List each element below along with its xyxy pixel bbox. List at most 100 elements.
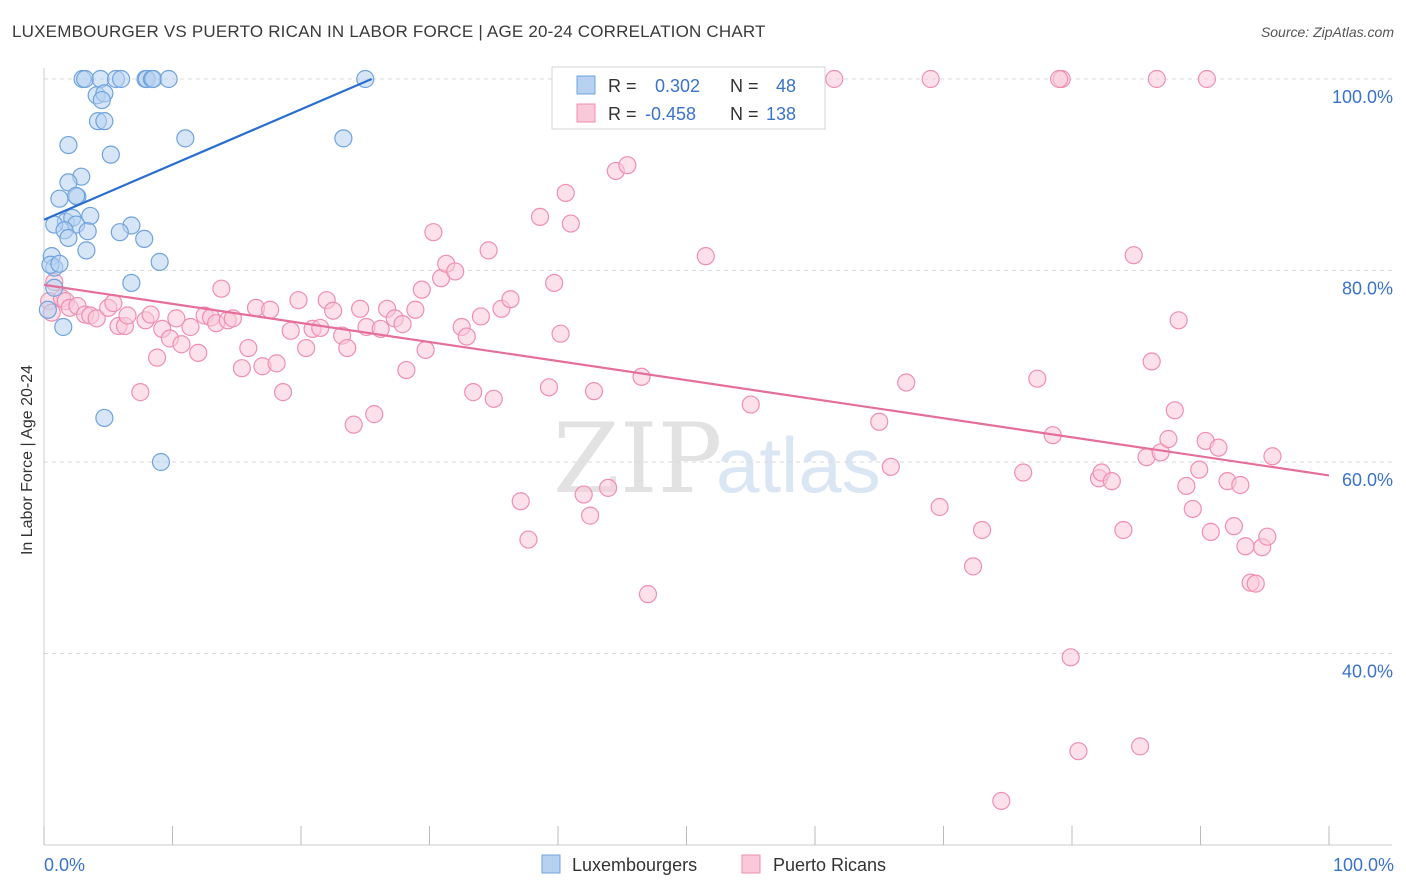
source-credit: Source: ZipAtlas.com (1260, 24, 1394, 40)
puerto-rican-point-64 (457, 327, 476, 346)
legend-r-value-1: 0.302 (655, 76, 700, 96)
puerto-rican-point-135 (1197, 69, 1217, 89)
luxembourger-point-23 (67, 186, 86, 205)
puerto-rican-point-131 (1258, 527, 1277, 546)
gridlines: 40.0% 60.0% 80.0% 100.0% (44, 78, 1393, 682)
puerto-rican-point-47 (344, 415, 363, 434)
x-tick-label-min: 0.0% (44, 855, 85, 875)
puerto-rican-point-58 (416, 340, 435, 360)
puerto-rican-point-55 (397, 360, 416, 380)
luxembourger-point-41 (150, 252, 169, 271)
puerto-rican-point-39 (289, 291, 308, 310)
puerto-rican-trend-line (43, 283, 1330, 477)
puerto-rican-point-94 (897, 373, 916, 392)
puerto-rican-point-77 (556, 183, 575, 203)
puerto-rican-point-40 (297, 338, 316, 358)
puerto-rican-point-72 (519, 530, 538, 549)
legend-r-value-2: -0.458 (645, 104, 696, 124)
axes (43, 68, 1392, 846)
luxembourger-point-44 (54, 317, 73, 337)
puerto-rican-point-32 (239, 338, 258, 358)
puerto-rican-point-18 (147, 348, 167, 367)
legend-n-value-2: 138 (766, 104, 796, 124)
luxembourger-point-36 (77, 241, 96, 260)
puerto-rican-point-14 (118, 306, 137, 325)
luxembourger-point-24 (50, 189, 69, 208)
legend-n-label-1: N = (730, 76, 759, 96)
luxembourger-point-43 (122, 273, 141, 293)
puerto-rican-point-113 (1142, 352, 1161, 371)
puerto-rican-point-71 (511, 492, 530, 511)
puerto-rican-point-68 (484, 389, 503, 408)
puerto-rican-point-120 (1190, 460, 1209, 479)
puerto-rican-point-48 (351, 299, 370, 318)
puerto-rican-point-73 (530, 207, 550, 226)
puerto-rican-point-24 (189, 343, 208, 362)
puerto-rican-point-79 (574, 485, 593, 504)
puerto-rican-point-90 (741, 395, 760, 414)
puerto-rican-point-119 (1183, 499, 1202, 519)
puerto-rican-point-96 (930, 497, 949, 517)
puerto-rican-point-100 (1014, 463, 1033, 482)
puerto-rican-point-23 (181, 317, 200, 337)
puerto-ricans-points (40, 69, 1282, 811)
puerto-rican-point-125 (1224, 517, 1244, 536)
puerto-rican-point-123 (1209, 438, 1228, 457)
axis-ticks (43, 826, 1330, 845)
luxembourger-point-19 (334, 129, 353, 148)
chart-title: LUXEMBOURGER VS PUERTO RICAN IN LABOR FO… (12, 22, 766, 41)
puerto-rican-point-108 (1102, 472, 1121, 491)
puerto-rican-point-110 (1124, 246, 1143, 265)
luxembourger-point-8 (144, 69, 163, 89)
puerto-rican-point-50 (365, 405, 384, 424)
puerto-rican-point-116 (1165, 401, 1184, 420)
puerto-rican-point-99 (992, 791, 1011, 811)
puerto-rican-point-85 (632, 367, 651, 386)
legend-swatch-pink (576, 103, 596, 123)
puerto-rican-point-133 (1050, 69, 1069, 89)
puerto-rican-point-111 (1131, 737, 1150, 756)
legend-n-value-1: 48 (776, 76, 796, 96)
puerto-rican-point-95 (921, 69, 940, 89)
puerto-rican-point-81 (584, 382, 604, 401)
puerto-rican-point-86 (638, 585, 658, 604)
puerto-rican-point-56 (406, 300, 425, 319)
luxembourger-point-17 (101, 145, 120, 164)
puerto-rican-point-38 (281, 321, 300, 340)
puerto-rican-point-93 (881, 457, 900, 476)
luxembourger-point-15 (95, 112, 114, 131)
legend-r-label-1: R = (608, 76, 637, 96)
watermark: ZIP atlas (553, 403, 881, 515)
legend-n-label-2: N = (730, 104, 759, 124)
bottom-legend-puerto-ricans: Puerto Ricans (773, 855, 886, 875)
puerto-rican-point-37 (273, 383, 293, 402)
puerto-rican-point-115 (1159, 429, 1178, 449)
stats-legend: R = 0.302 N = 48 R = -0.458 N = 138 (551, 66, 826, 130)
puerto-rican-point-62 (446, 262, 465, 281)
puerto-rican-point-91 (825, 69, 844, 89)
puerto-rican-point-104 (1061, 648, 1080, 667)
luxembourger-point-1 (76, 69, 95, 89)
y-tick-label-100: 100.0% (1332, 87, 1393, 107)
luxembourger-point-33 (110, 223, 129, 242)
puerto-rican-point-89 (696, 247, 715, 266)
puerto-rican-point-70 (501, 290, 520, 309)
luxembourger-point-16 (59, 135, 78, 155)
puerto-rican-point-59 (424, 223, 443, 242)
puerto-rican-point-82 (599, 478, 618, 497)
luxembourger-trend-line (43, 77, 373, 221)
y-tick-label-60: 60.0% (1342, 470, 1393, 490)
luxembourger-point-21 (59, 173, 78, 192)
puerto-rican-point-127 (1236, 537, 1255, 556)
puerto-rican-point-44 (324, 301, 343, 320)
bottom-legend: Luxembourgers Puerto Ricans (541, 854, 886, 875)
y-tick-label-80: 80.0% (1342, 279, 1393, 299)
puerto-rican-point-67 (479, 241, 498, 260)
puerto-rican-point-35 (261, 300, 280, 319)
puerto-rican-point-109 (1114, 520, 1133, 540)
bottom-legend-swatch-luxembourgers (541, 854, 561, 874)
puerto-rican-point-84 (618, 156, 637, 175)
puerto-rican-point-76 (551, 324, 570, 343)
puerto-rican-point-21 (167, 309, 186, 328)
puerto-rican-point-74 (539, 378, 559, 397)
